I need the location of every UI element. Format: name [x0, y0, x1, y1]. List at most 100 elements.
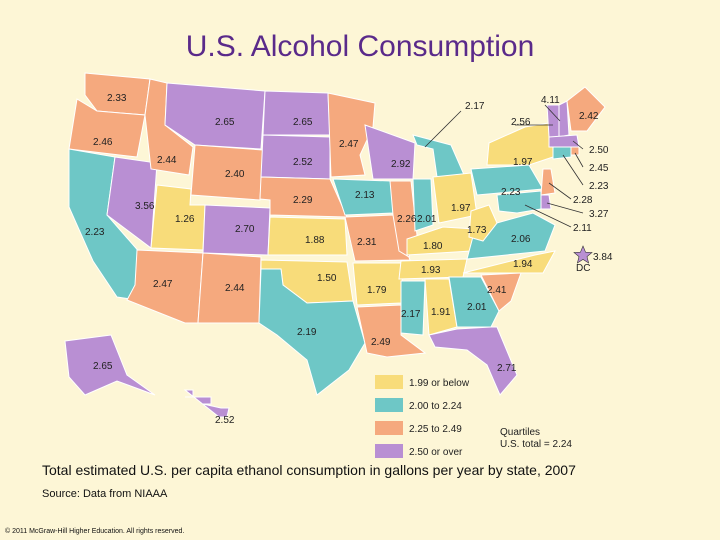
legend-label-q2: 2.00 to 2.24 — [409, 401, 462, 412]
state-ne — [259, 176, 348, 218]
value-label-sd: 2.52 — [293, 157, 313, 168]
value-label-ky: 1.80 — [423, 241, 443, 252]
legend-swatch-q4 — [375, 444, 403, 458]
leader-line-nh — [544, 104, 561, 122]
value-label-ne: 2.29 — [293, 195, 313, 206]
legend-swatch-q1 — [375, 375, 403, 389]
value-label-la: 2.49 — [371, 337, 391, 348]
value-label-nj: 2.28 — [573, 195, 593, 206]
value-label-tn: 1.93 — [421, 265, 441, 276]
value-label-in: 2.01 — [417, 214, 437, 225]
value-label-md: 2.11 — [573, 223, 592, 234]
leader-line-ct — [562, 154, 584, 186]
state-ms — [400, 280, 426, 336]
leader-line-ma — [572, 140, 584, 150]
value-label-wv: 1.73 — [467, 225, 487, 236]
leader-lines — [424, 104, 584, 228]
value-label-az: 2.47 — [153, 279, 173, 290]
state-mn — [327, 92, 376, 178]
state-nj — [540, 168, 556, 196]
leader-line-nj — [548, 182, 572, 200]
source-note: Source: Data from NIAAA — [42, 488, 168, 500]
value-label-ri: 2.45 — [589, 163, 609, 174]
state-tx — [258, 268, 366, 396]
value-label-sc: 2.41 — [487, 285, 507, 296]
state-vt — [546, 104, 560, 138]
state-ks — [267, 216, 348, 256]
state-mo — [344, 214, 411, 262]
dc-label: DC — [576, 263, 590, 274]
leader-line-mi — [424, 110, 462, 148]
value-label-il: 2.26 — [397, 214, 417, 225]
legend-total-label: U.S. total = 2.24 — [500, 439, 572, 450]
state-or — [68, 98, 146, 158]
legend-quartiles-label: Quartiles — [500, 427, 540, 438]
state-in — [412, 178, 434, 232]
state-va — [466, 212, 556, 260]
value-label-ks: 1.88 — [305, 235, 325, 246]
legend-label-q3: 2.25 to 2.49 — [409, 424, 462, 435]
legend-label-q4: 2.50 or over — [409, 447, 463, 458]
state-nd — [262, 90, 331, 136]
value-label-wi: 2.92 — [391, 159, 411, 170]
value-label-pa: 2.23 — [501, 187, 521, 198]
value-label-mo: 2.31 — [357, 237, 377, 248]
state-nc — [462, 250, 556, 274]
value-label-hi: 2.52 — [215, 415, 235, 426]
value-label-nm: 2.44 — [225, 283, 245, 294]
state-wv — [468, 204, 498, 242]
value-label-mn: 2.47 — [339, 139, 359, 150]
value-label-de: 3.27 — [589, 209, 609, 220]
value-label-mi: 2.17 — [465, 101, 485, 112]
value-label-ut: 1.26 — [175, 214, 195, 225]
legend-swatch-q3 — [375, 421, 403, 435]
state-fl — [428, 326, 518, 396]
value-label-va: 2.06 — [511, 234, 531, 245]
value-label-ar: 1.79 — [367, 285, 387, 296]
leader-line-md — [524, 204, 572, 228]
state-ct — [552, 146, 572, 160]
dc-marker: DC — [573, 245, 593, 274]
value-label-ga: 2.01 — [467, 302, 487, 313]
value-label-wy: 2.40 — [225, 169, 245, 180]
value-label-al: 1.91 — [431, 307, 451, 318]
value-label-nv: 3.56 — [135, 201, 155, 212]
value-label-or: 2.46 — [93, 137, 113, 148]
leader-line-ri — [574, 152, 584, 168]
state-wy — [190, 144, 264, 201]
state-ak — [64, 334, 156, 396]
value-label-ms: 2.17 — [401, 309, 421, 320]
value-label-dc: 3.84 — [593, 252, 613, 263]
value-label-fl: 2.71 — [497, 363, 517, 374]
state-hi — [183, 389, 230, 418]
state-ga — [448, 276, 500, 328]
us-choropleth-map: 2.33 2.46 2.23 3.56 2.44 2.65 2.40 1.26 2.70 2.47… — [64, 72, 613, 458]
value-label-nc: 1.94 — [513, 259, 533, 270]
value-label-co: 2.70 — [235, 224, 255, 235]
value-label-nd: 2.65 — [293, 117, 313, 128]
state-nh — [558, 100, 570, 138]
value-label-vt: 2.56 — [511, 117, 531, 128]
page-title: U.S. Alcohol Consumption — [185, 30, 535, 63]
state-ar — [352, 262, 404, 306]
value-label-ca: 2.23 — [85, 227, 105, 238]
value-label-me: 2.42 — [579, 111, 599, 122]
value-label-tx: 2.19 — [297, 327, 317, 338]
value-label-ma: 2.50 — [589, 145, 609, 156]
legend-label-q1: 1.99 or below — [409, 378, 470, 389]
state-mi — [412, 134, 466, 178]
value-label-nh: 4.11 — [541, 95, 560, 106]
state-wi — [364, 124, 416, 180]
value-label-id: 2.44 — [157, 155, 177, 166]
value-label-oh: 1.97 — [451, 203, 471, 214]
leader-line-de — [546, 202, 584, 214]
legend: 1.99 or below 2.00 to 2.24 2.25 to 2.49 … — [375, 375, 572, 458]
dc-star-icon — [573, 245, 593, 264]
state-me — [566, 86, 606, 132]
value-labels: 2.33 2.46 2.23 3.56 2.44 2.65 2.40 1.26 2.70 2.47… — [85, 93, 613, 426]
value-label-ny: 1.97 — [513, 157, 533, 168]
value-label-ak: 2.65 — [93, 361, 113, 372]
value-label-mt: 2.65 — [215, 117, 235, 128]
copyright-note: © 2011 McGraw-Hill Higher Education. All… — [5, 528, 185, 535]
legend-swatch-q2 — [375, 398, 403, 412]
